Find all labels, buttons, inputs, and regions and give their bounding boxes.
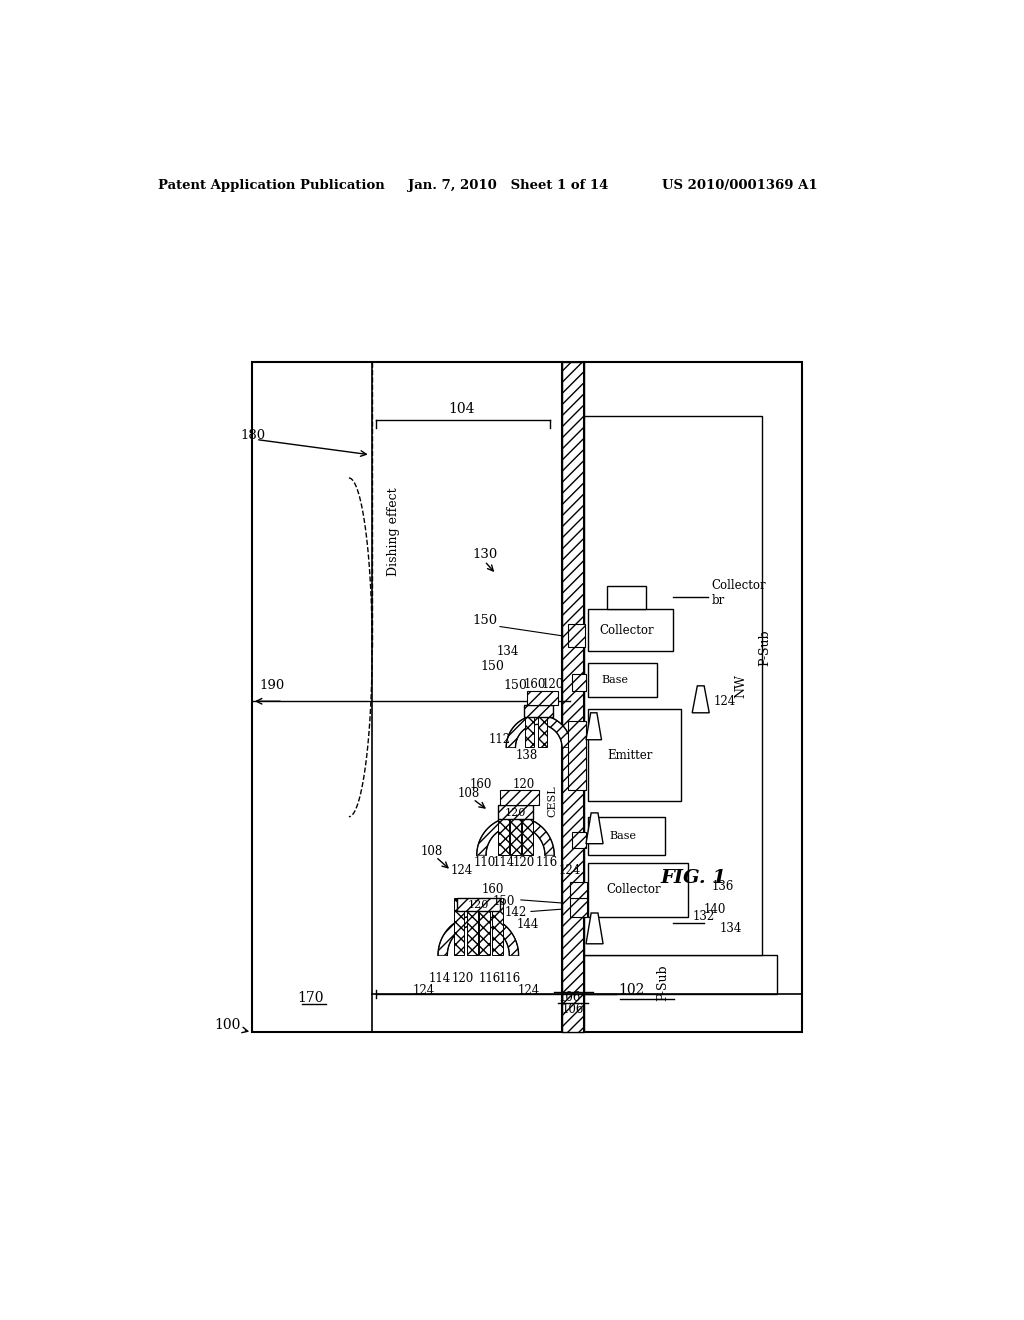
Text: Collector: Collector — [607, 883, 662, 896]
Text: 100: 100 — [214, 1018, 241, 1032]
Text: 110: 110 — [473, 857, 496, 870]
Bar — [562, 363, 584, 1032]
Bar — [467, 898, 477, 956]
Polygon shape — [438, 915, 518, 956]
Text: Base: Base — [609, 832, 636, 841]
Bar — [584, 416, 762, 956]
Polygon shape — [586, 713, 601, 739]
Bar — [588, 709, 681, 801]
Text: 120: 120 — [542, 677, 564, 690]
Bar — [572, 675, 586, 692]
Text: Patent Application Publication: Patent Application Publication — [158, 178, 385, 191]
Text: US 2010/0001369 A1: US 2010/0001369 A1 — [663, 178, 818, 191]
Polygon shape — [586, 813, 603, 843]
Bar — [584, 956, 777, 994]
Text: 132: 132 — [692, 911, 715, 924]
Text: Collector: Collector — [599, 623, 653, 636]
Text: NW: NW — [735, 675, 748, 698]
Bar — [568, 721, 586, 789]
Text: 102: 102 — [618, 983, 645, 997]
Text: 160: 160 — [523, 677, 546, 690]
Bar — [569, 882, 587, 898]
Text: 150: 150 — [472, 614, 497, 627]
Text: 124: 124 — [517, 983, 540, 997]
Text: 120: 120 — [468, 900, 489, 911]
Text: 140: 140 — [703, 903, 726, 916]
Text: 150: 150 — [494, 895, 515, 908]
Text: P-Sub: P-Sub — [656, 964, 670, 1001]
Bar — [572, 832, 586, 847]
Bar — [588, 663, 657, 697]
Bar — [454, 898, 464, 956]
Text: 138: 138 — [516, 748, 539, 762]
Text: 108: 108 — [420, 845, 442, 858]
Bar — [479, 898, 489, 956]
Bar — [538, 705, 547, 747]
Bar — [524, 705, 554, 718]
Text: 116: 116 — [479, 972, 501, 985]
Text: 106: 106 — [558, 991, 581, 1005]
Text: 160: 160 — [470, 777, 493, 791]
Text: 120: 120 — [505, 808, 526, 818]
Text: 136: 136 — [712, 879, 734, 892]
Text: 124: 124 — [714, 694, 736, 708]
Text: 190: 190 — [260, 678, 285, 692]
Polygon shape — [692, 686, 710, 713]
Text: FIG. 1: FIG. 1 — [660, 870, 727, 887]
Polygon shape — [586, 913, 603, 944]
Bar — [524, 705, 535, 747]
Bar — [458, 898, 500, 911]
Text: 144: 144 — [516, 917, 539, 931]
Bar — [607, 586, 646, 609]
Bar — [569, 898, 587, 917]
Text: 112: 112 — [488, 733, 511, 746]
Text: 134: 134 — [719, 921, 741, 935]
Text: 120: 120 — [512, 777, 535, 791]
Text: 124: 124 — [559, 865, 581, 878]
Bar — [499, 805, 534, 818]
Text: 142: 142 — [505, 907, 527, 920]
Text: 134: 134 — [497, 644, 519, 657]
Text: 160: 160 — [481, 883, 504, 896]
Polygon shape — [506, 715, 571, 747]
Bar — [499, 805, 509, 855]
Bar — [493, 898, 503, 956]
Text: Dishing effect: Dishing effect — [387, 487, 400, 576]
Text: 150: 150 — [480, 660, 504, 673]
Bar — [252, 363, 802, 1032]
Text: 130: 130 — [473, 548, 498, 561]
Text: 114: 114 — [428, 972, 451, 985]
Bar — [521, 805, 532, 855]
Bar — [568, 624, 586, 647]
Text: 180: 180 — [241, 429, 265, 442]
Text: 124: 124 — [451, 865, 472, 878]
Bar — [527, 692, 558, 705]
Text: CESL: CESL — [548, 785, 558, 817]
Text: 114: 114 — [493, 857, 515, 870]
Text: Jan. 7, 2010   Sheet 1 of 14: Jan. 7, 2010 Sheet 1 of 14 — [408, 178, 608, 191]
Text: 170: 170 — [297, 991, 324, 1005]
Text: Collector
br: Collector br — [712, 579, 766, 607]
Text: 108: 108 — [458, 787, 479, 800]
Text: P-Sub: P-Sub — [758, 630, 771, 665]
Text: 104: 104 — [449, 401, 474, 416]
Bar — [500, 789, 539, 805]
Text: 120: 120 — [452, 972, 474, 985]
Bar — [588, 817, 665, 855]
Bar — [510, 805, 521, 855]
Bar — [588, 863, 688, 917]
Polygon shape — [477, 817, 554, 855]
Text: 116: 116 — [498, 972, 520, 985]
Text: 124: 124 — [413, 983, 435, 997]
Text: 150: 150 — [504, 680, 527, 693]
Text: 120: 120 — [512, 857, 535, 870]
Text: 116: 116 — [536, 857, 558, 870]
Text: Base: Base — [601, 675, 628, 685]
Text: Emitter: Emitter — [607, 748, 653, 762]
Text: 106: 106 — [561, 1003, 584, 1016]
Bar — [588, 609, 673, 651]
